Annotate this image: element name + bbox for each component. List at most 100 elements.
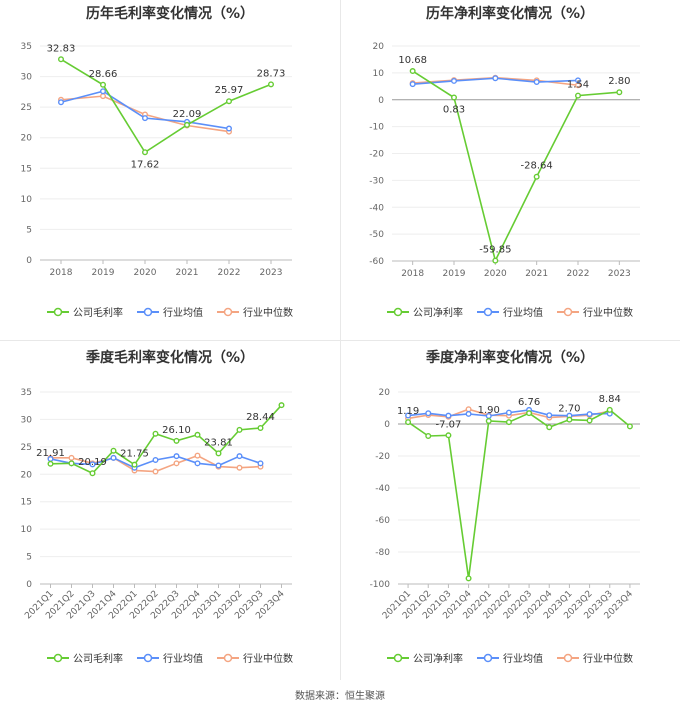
data-label: -59.85 xyxy=(479,245,511,256)
chart-annual-net: -60 -50 -40 -30 -20 -10 0 10 20 2018 2019 2020 2021 2… xyxy=(369,42,640,279)
legend-avg-icon xyxy=(137,307,159,316)
legend-item-median[interactable]: 行业中位数 xyxy=(217,304,293,319)
x-tick-label: 2019 xyxy=(443,269,466,279)
legend-item-avg[interactable]: 行业均值 xyxy=(477,650,543,665)
y-tick-label: -20 xyxy=(369,150,384,160)
data-point-avg xyxy=(505,409,512,416)
data-point-avg xyxy=(533,79,540,86)
data-point-avg xyxy=(574,77,581,84)
data-point-company xyxy=(425,432,432,439)
data-point-company xyxy=(409,68,416,75)
data-point-company xyxy=(110,447,117,454)
data-point-median xyxy=(236,464,243,471)
legend-item-median[interactable]: 行业中位数 xyxy=(217,650,293,665)
y-tick-label: 5 xyxy=(26,553,32,563)
legend-item-company[interactable]: 公司净利率 xyxy=(387,304,463,319)
data-point-company xyxy=(278,402,285,409)
data-point-avg xyxy=(58,99,65,106)
y-tick-label: -30 xyxy=(369,176,384,186)
legend-item-company[interactable]: 公司净利率 xyxy=(387,650,463,665)
data-point-company xyxy=(626,423,633,430)
y-tick-label: 0 xyxy=(384,420,390,430)
chart-quarter-gross: 051015202530352021Q12021Q22021Q32021Q420… xyxy=(21,388,292,621)
data-point-avg xyxy=(152,457,159,464)
y-tick-label: 20 xyxy=(379,388,391,398)
data-point-company xyxy=(616,89,623,96)
y-tick-label: 30 xyxy=(21,415,33,425)
data-point-company xyxy=(546,424,553,431)
data-point-avg xyxy=(236,453,243,460)
data-label: 8.84 xyxy=(599,394,621,405)
data-point-company xyxy=(566,416,573,423)
data-point-company xyxy=(465,575,472,582)
data-point-company xyxy=(194,431,201,438)
y-tick-label: -60 xyxy=(375,516,390,526)
data-point-company xyxy=(606,406,613,413)
data-point-company xyxy=(141,149,148,156)
data-point-avg xyxy=(194,460,201,467)
data-point-avg xyxy=(99,88,106,95)
data-point-company xyxy=(268,81,275,88)
data-label: 1.90 xyxy=(478,405,500,416)
y-tick-label: 0 xyxy=(378,96,384,106)
y-tick-label: -10 xyxy=(369,123,384,133)
legend: 公司净利率 行业均值 行业中位数 xyxy=(340,650,680,665)
legend-company-icon xyxy=(47,307,69,316)
y-tick-label: 0 xyxy=(26,256,32,266)
y-tick-label: 0 xyxy=(26,580,32,590)
chart-quarter-net: -100-80-60-40-200202021Q12021Q22021Q3202… xyxy=(370,388,640,621)
data-point-company xyxy=(257,424,264,431)
legend-item-company[interactable]: 公司毛利率 xyxy=(47,650,123,665)
data-point-avg xyxy=(465,410,472,417)
data-point-company xyxy=(533,173,540,180)
data-label: 0.83 xyxy=(443,105,465,116)
x-tick-label: 2019 xyxy=(92,268,115,278)
data-point-company xyxy=(574,92,581,99)
legend-label: 公司毛利率 xyxy=(73,654,123,665)
legend-item-avg[interactable]: 行业均值 xyxy=(137,650,203,665)
x-tick-label: 2022 xyxy=(218,268,241,278)
legend-item-median[interactable]: 行业中位数 xyxy=(557,650,633,665)
legend-item-avg[interactable]: 行业均值 xyxy=(137,304,203,319)
data-source: 数据来源：恒生聚源 xyxy=(295,691,385,702)
data-point-avg xyxy=(546,412,553,419)
data-label: 6.76 xyxy=(518,397,540,408)
panel-quarter-gross: 季度毛利率变化情况（%） 0 5 10 15 20 25 30 35 2021Q1 2021Q2 2… xyxy=(0,342,340,682)
data-point-company xyxy=(47,460,54,467)
legend-label: 行业中位数 xyxy=(583,308,633,319)
data-point-avg xyxy=(409,81,416,88)
data-label: 20.19 xyxy=(78,457,107,468)
legend-item-avg[interactable]: 行业均值 xyxy=(477,304,543,319)
data-point-avg xyxy=(586,411,593,418)
chart-title: 历年毛利率变化情况（%） xyxy=(85,6,255,22)
data-point-avg xyxy=(445,412,452,419)
x-tick-label: 2020 xyxy=(134,268,157,278)
x-tick-label: 2020 xyxy=(484,269,507,279)
legend-item-company[interactable]: 公司毛利率 xyxy=(47,304,123,319)
data-label: 1.54 xyxy=(567,80,589,91)
legend-label: 公司毛利率 xyxy=(73,308,123,319)
data-label: 26.10 xyxy=(162,425,191,436)
y-tick-label: 20 xyxy=(373,42,385,52)
legend: 公司净利率 行业均值 行业中位数 xyxy=(340,304,680,319)
x-tick-label: 2021 xyxy=(525,269,548,279)
x-tick-label: 2023 xyxy=(260,268,283,278)
y-tick-label: 15 xyxy=(21,498,32,508)
data-point-company xyxy=(485,417,492,424)
legend-avg-icon xyxy=(477,307,499,316)
data-label: -7.07 xyxy=(435,419,461,430)
data-point-company xyxy=(173,437,180,444)
legend: 公司毛利率 行业均值 行业中位数 xyxy=(0,650,340,665)
data-point-company xyxy=(445,432,452,439)
data-point-avg xyxy=(215,462,222,469)
data-point-avg xyxy=(141,115,148,122)
y-tick-label: -100 xyxy=(370,580,391,590)
y-tick-label: 25 xyxy=(21,103,32,113)
x-tick-label: 2023 xyxy=(608,269,631,279)
legend-label: 行业均值 xyxy=(163,654,203,665)
y-tick-label: 10 xyxy=(21,195,33,205)
data-point-company xyxy=(492,257,499,264)
data-label: 25.97 xyxy=(215,85,244,96)
legend-item-median[interactable]: 行业中位数 xyxy=(557,304,633,319)
legend-label: 行业中位数 xyxy=(243,654,293,665)
